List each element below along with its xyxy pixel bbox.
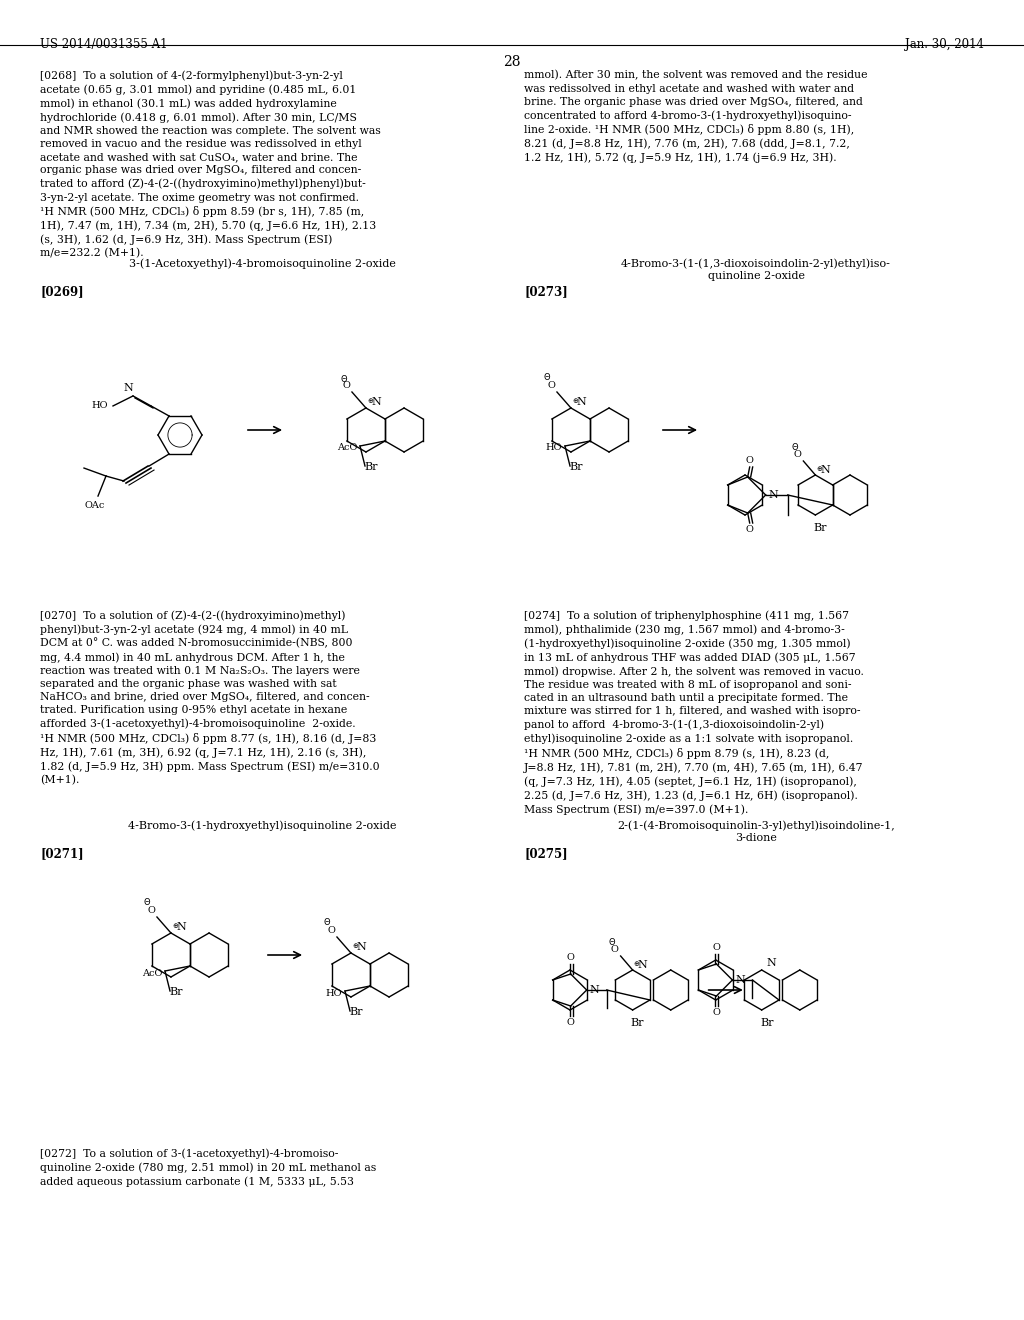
Text: US 2014/0031355 A1: US 2014/0031355 A1 (40, 38, 168, 51)
Text: 3-dione: 3-dione (735, 833, 777, 843)
Text: O: O (342, 381, 350, 389)
Text: [0275]: [0275] (524, 847, 567, 861)
Text: HO: HO (326, 989, 342, 998)
Text: N: N (123, 383, 133, 393)
Text: O: O (566, 953, 574, 962)
Text: N: N (372, 397, 382, 407)
Text: O: O (566, 1018, 574, 1027)
Text: [0274]  To a solution of triphenylphosphine (411 mg, 1.567
mmol), phthalimide (2: [0274] To a solution of triphenylphosphi… (524, 610, 864, 814)
Text: Br: Br (814, 523, 827, 533)
Text: N: N (769, 490, 778, 500)
Text: N: N (638, 960, 647, 970)
Text: Br: Br (760, 1018, 773, 1028)
Text: Θ: Θ (792, 444, 798, 451)
Text: O: O (610, 945, 618, 954)
Text: O: O (713, 1008, 720, 1016)
Text: Θ: Θ (324, 917, 331, 927)
Text: O: O (327, 927, 335, 935)
Text: [0268]  To a solution of 4-(2-formylphenyl)but-3-yn-2-yl
acetate (0.65 g, 3.01 m: [0268] To a solution of 4-(2-formylpheny… (40, 70, 381, 259)
Text: ⊕: ⊕ (367, 399, 373, 404)
Text: O: O (147, 906, 155, 915)
Text: [0272]  To a solution of 3-(1-acetoxyethyl)-4-bromoiso-
quinoline 2-oxide (780 m: [0272] To a solution of 3-(1-acetoxyethy… (40, 1148, 376, 1187)
Text: N: N (177, 921, 186, 932)
Text: AcO: AcO (141, 969, 162, 978)
Text: O: O (745, 525, 754, 535)
Text: [0271]: [0271] (40, 847, 84, 861)
Text: Br: Br (569, 462, 583, 473)
Text: 28: 28 (503, 55, 521, 69)
Text: HO: HO (546, 444, 562, 453)
Text: Br: Br (631, 1018, 644, 1028)
Text: [0270]  To a solution of (Z)-4-(2-((hydroxyimino)methyl)
phenyl)but-3-yn-2-yl ac: [0270] To a solution of (Z)-4-(2-((hydro… (40, 610, 380, 785)
Text: Br: Br (365, 462, 378, 473)
Text: 4-Bromo-3-(1-hydroxyethyl)isoquinoline 2-oxide: 4-Bromo-3-(1-hydroxyethyl)isoquinoline 2… (128, 820, 396, 830)
Text: O: O (713, 942, 720, 952)
Text: Θ: Θ (608, 939, 615, 946)
Text: OAc: OAc (85, 502, 105, 510)
Text: [0269]: [0269] (40, 285, 84, 298)
Text: quinoline 2-oxide: quinoline 2-oxide (708, 271, 805, 281)
Text: O: O (547, 381, 555, 389)
Text: ⊕: ⊕ (172, 923, 178, 929)
Text: Θ: Θ (341, 375, 347, 384)
Text: Θ: Θ (143, 898, 151, 907)
Text: ⊕: ⊕ (816, 466, 822, 473)
Text: mmol). After 30 min, the solvent was removed and the residue
was redissolved in : mmol). After 30 min, the solvent was rem… (524, 70, 867, 164)
Text: N: N (590, 985, 599, 995)
Text: Jan. 30, 2014: Jan. 30, 2014 (905, 38, 984, 51)
Text: HO: HO (91, 401, 108, 411)
Text: N: N (767, 958, 776, 968)
Text: ⊕: ⊕ (352, 942, 357, 949)
Text: N: N (820, 465, 830, 475)
Text: O: O (745, 455, 754, 465)
Text: 2-(1-(4-Bromoisoquinolin-3-yl)ethyl)isoindoline-1,: 2-(1-(4-Bromoisoquinolin-3-yl)ethyl)isoi… (617, 820, 895, 830)
Text: O: O (794, 450, 802, 459)
Text: ⊕: ⊕ (634, 961, 640, 968)
Text: Θ: Θ (544, 374, 550, 381)
Text: 4-Bromo-3-(1-(1,3-dioxoisoindolin-2-yl)ethyl)iso-: 4-Bromo-3-(1-(1,3-dioxoisoindolin-2-yl)e… (622, 257, 891, 268)
Text: N: N (357, 942, 367, 952)
Text: AcO: AcO (337, 444, 357, 453)
Text: Br: Br (349, 1007, 362, 1016)
Text: ⊕: ⊕ (572, 399, 578, 404)
Text: Br: Br (169, 987, 182, 997)
Text: N: N (577, 397, 587, 407)
Text: [0273]: [0273] (524, 285, 567, 298)
Text: 3-(1-Acetoxyethyl)-4-bromoisoquinoline 2-oxide: 3-(1-Acetoxyethyl)-4-bromoisoquinoline 2… (129, 257, 395, 268)
Text: N: N (735, 975, 745, 985)
